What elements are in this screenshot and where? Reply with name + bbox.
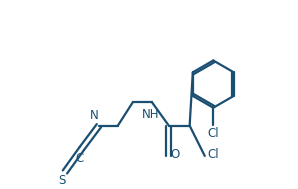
Text: NH: NH: [142, 108, 160, 121]
Text: Cl: Cl: [208, 127, 219, 140]
Text: O: O: [170, 148, 179, 160]
Text: Cl: Cl: [207, 149, 218, 161]
Text: S: S: [58, 174, 65, 187]
Text: C: C: [75, 152, 83, 165]
Text: N: N: [90, 109, 99, 122]
